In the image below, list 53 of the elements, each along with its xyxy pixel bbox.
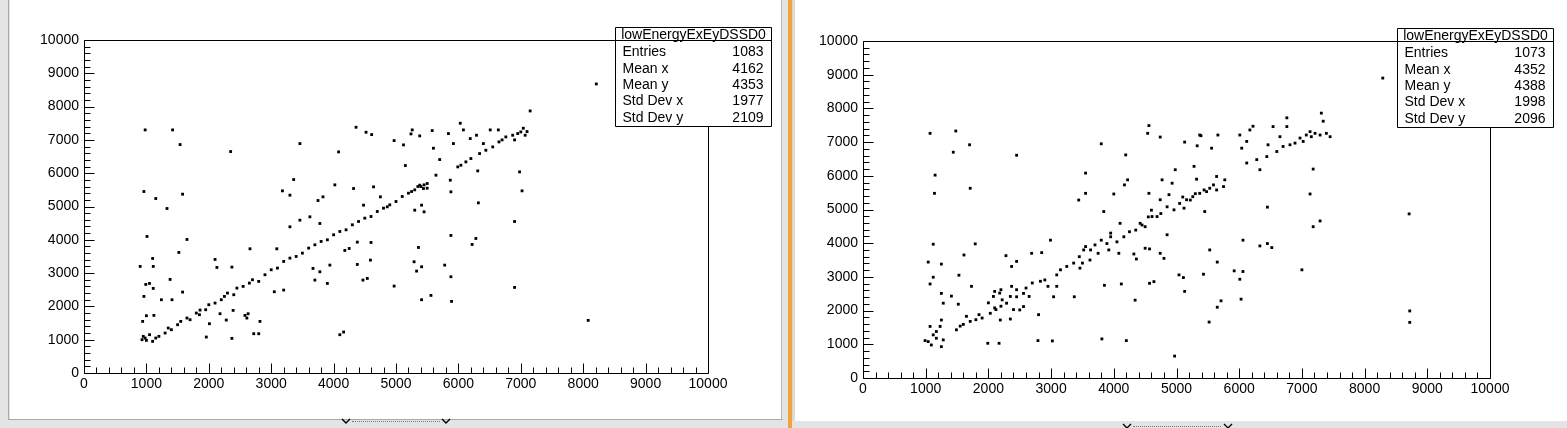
x-tick-label: 3000: [1035, 380, 1067, 397]
text: Entries 1083: [622, 43, 764, 60]
x-tick-label: 2000: [193, 375, 225, 392]
text: Std Dev x 1977: [622, 92, 764, 109]
y-tick-label: 7000: [47, 130, 80, 147]
x-tick-label: 2000: [972, 380, 1005, 397]
x-tick-label: 4000: [318, 375, 350, 392]
text: Std Dev y 2109: [622, 108, 764, 125]
x-tick-label: 1000: [910, 380, 942, 397]
y-tick-label: 4000: [826, 234, 859, 251]
y-tick-label: 3000: [47, 263, 80, 280]
x-tick-label: 6000: [442, 375, 475, 392]
y-tick-label: 9000: [47, 64, 80, 81]
y-tick-label: 10000: [40, 30, 80, 47]
text: Entries 1073: [1404, 44, 1546, 61]
y-tick-label: 4000: [47, 230, 80, 247]
x-tick-label: 6000: [1223, 380, 1255, 397]
text: Std Dev x 1998: [1404, 93, 1546, 110]
annotation: lowEnergyExEyDSSD0: [621, 25, 767, 42]
annotation: lowEnergyExEyDSSD0: [1403, 26, 1549, 43]
y-tick-label: 2000: [826, 301, 859, 318]
y-tick-label: 3000: [826, 267, 859, 284]
x-tick-label: 3000: [255, 375, 287, 392]
x-tick-label: 9000: [630, 375, 662, 392]
text: Mean y 4388: [1404, 76, 1546, 93]
y-tick-label: 8000: [826, 99, 859, 116]
x-tick-label: 4000: [1098, 380, 1130, 397]
x-tick-label: 10000: [1470, 380, 1510, 397]
y-tick-label: 0: [71, 363, 80, 380]
x-tick-label: 7000: [1286, 380, 1318, 397]
y-tick-label: 7000: [826, 132, 859, 149]
y-tick-label: 10000: [819, 31, 859, 48]
text: Std Dev y 2096: [1404, 109, 1546, 126]
y-tick-label: 5000: [47, 197, 80, 214]
x-tick-label: 10000: [688, 375, 728, 392]
text: Mean y 4353: [622, 75, 764, 92]
x-tick-label: 8000: [567, 375, 599, 392]
y-tick-label: 6000: [47, 164, 80, 181]
x-tick-label: 9000: [1411, 380, 1444, 397]
y-tick-label: 1000: [826, 335, 859, 352]
text: Mean x 4352: [1404, 60, 1546, 77]
y-tick-label: 8000: [47, 97, 80, 114]
y-tick-label: 1000: [47, 330, 80, 347]
y-tick-label: 2000: [47, 297, 80, 314]
x-tick-label: 1000: [130, 375, 163, 392]
x-tick-label: 5000: [380, 375, 412, 392]
y-tick-label: 6000: [826, 166, 859, 183]
x-tick-label: 8000: [1349, 380, 1381, 397]
x-tick-label: 5000: [1160, 380, 1193, 397]
text: Mean x 4162: [622, 59, 764, 76]
y-tick-label: 9000: [826, 65, 859, 82]
x-tick-label: 7000: [505, 375, 537, 392]
y-tick-label: 5000: [826, 200, 859, 217]
